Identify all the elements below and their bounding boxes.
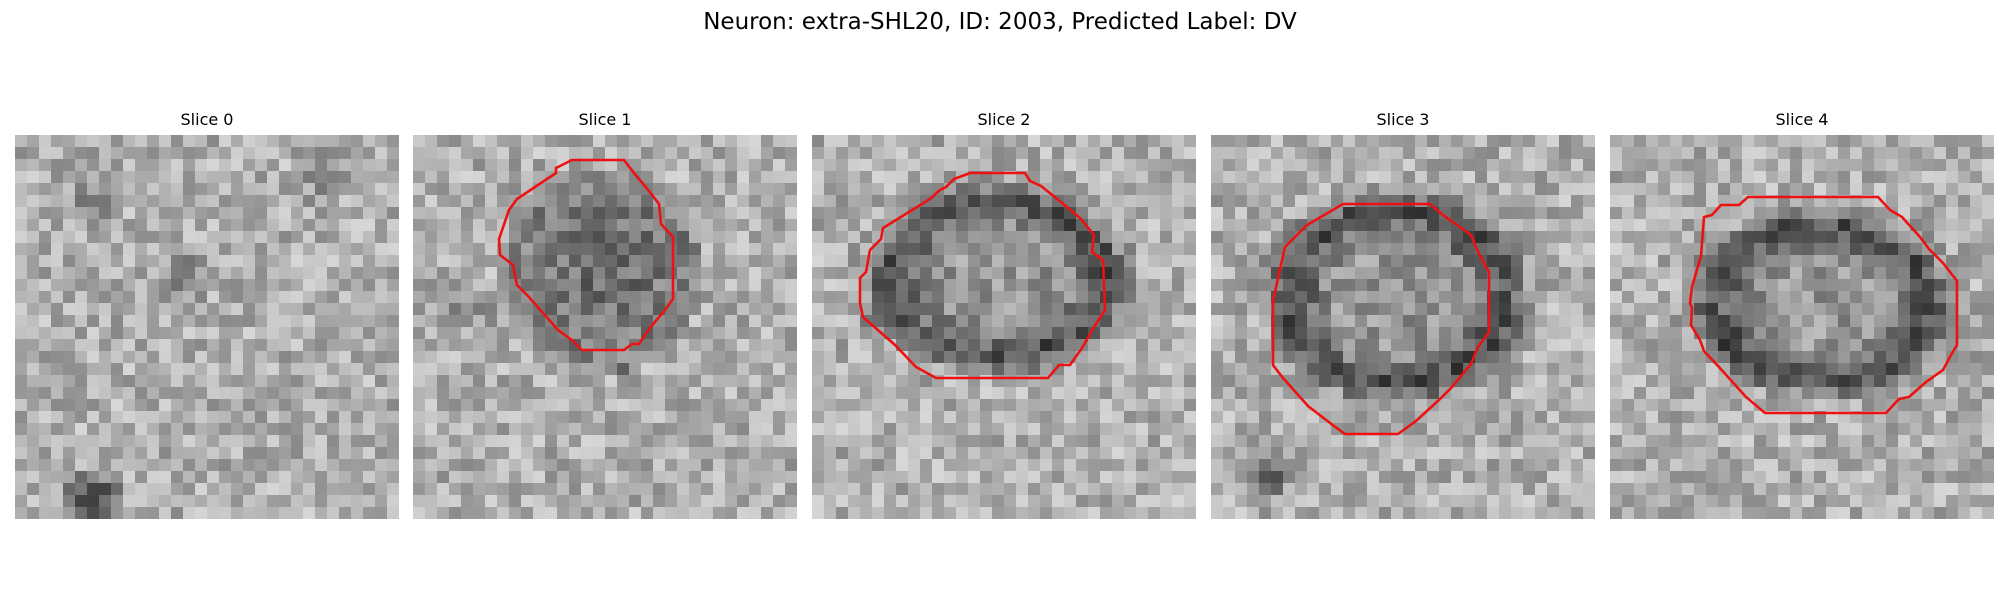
segmentation-contour: [1271, 202, 1491, 436]
slice-image: [1211, 135, 1595, 519]
slice-title: Slice 1: [578, 110, 632, 129]
slice-title: Slice 4: [1775, 110, 1829, 129]
slice-title: Slice 0: [180, 110, 234, 129]
slice-title: Slice 2: [977, 110, 1031, 129]
slice-image: [1610, 135, 1994, 519]
figure-title: Neuron: extra-SHL20, ID: 2003, Predicted…: [703, 9, 1297, 35]
slice-image: [15, 135, 399, 519]
slice-image: [413, 135, 797, 519]
segmentation-contour: [1688, 195, 1959, 415]
segmentation-contour: [497, 158, 675, 352]
segmentation-contour: [858, 171, 1107, 380]
slice-title: Slice 3: [1376, 110, 1430, 129]
